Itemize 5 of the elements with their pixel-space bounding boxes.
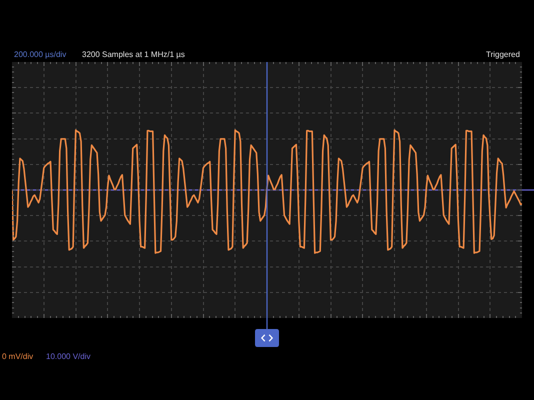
- text: 3200 Samples at 1 MHz/1 µs: [82, 50, 185, 59]
- text: Triggered: [486, 50, 520, 59]
- text: 0 mV/div: [2, 352, 34, 361]
- text: 200.000 µs/div: [14, 50, 66, 59]
- text: 10.000 V/div: [46, 352, 90, 361]
